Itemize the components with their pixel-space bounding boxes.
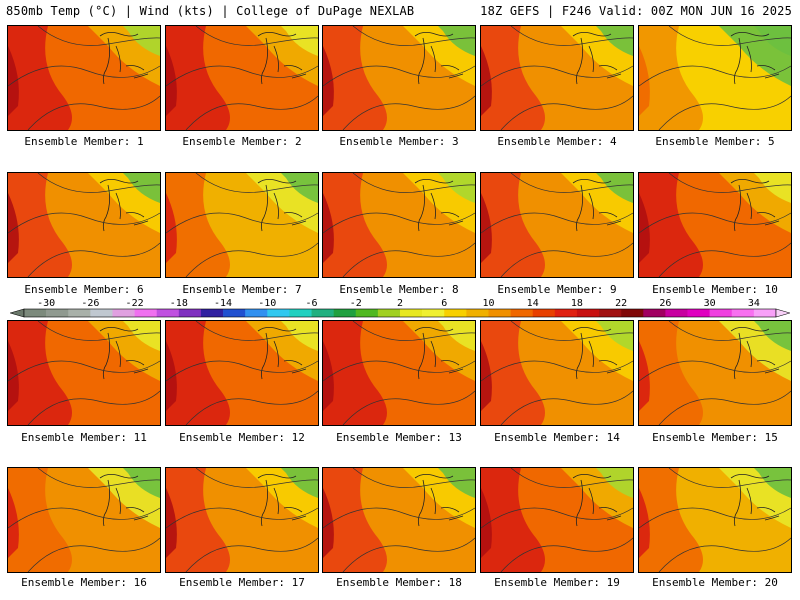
ensemble-member-label: Ensemble Member: 13 bbox=[336, 431, 462, 444]
colorbar-swatch bbox=[112, 309, 135, 317]
colorbar-swatch bbox=[488, 309, 511, 317]
ensemble-map-panel bbox=[165, 467, 319, 573]
ensemble-member-label: Ensemble Member: 20 bbox=[652, 576, 778, 589]
colorbar-swatch bbox=[621, 309, 644, 317]
colorbar-swatch bbox=[178, 309, 202, 317]
colorbar-tick-label: 34 bbox=[748, 298, 760, 309]
ensemble-map-panel bbox=[638, 172, 792, 278]
ensemble-map-panel bbox=[322, 25, 476, 131]
colorbar-swatch bbox=[643, 309, 666, 317]
ensemble-member-label: Ensemble Member: 12 bbox=[179, 431, 305, 444]
colorbar-swatch bbox=[554, 309, 578, 317]
ensemble-map-panel bbox=[638, 25, 792, 131]
colorbar-swatch bbox=[510, 309, 534, 317]
ensemble-member-label: Ensemble Member: 5 bbox=[655, 135, 775, 148]
colorbar-swatch bbox=[156, 309, 180, 317]
colorbar-swatch bbox=[444, 309, 467, 317]
ensemble-member-label: Ensemble Member: 18 bbox=[336, 576, 462, 589]
ensemble-member-label: Ensemble Member: 15 bbox=[652, 431, 778, 444]
colorbar-tick-label: 14 bbox=[527, 298, 539, 309]
colorbar-swatch bbox=[466, 309, 489, 317]
colorbar-swatch bbox=[532, 309, 556, 317]
ensemble-member-label: Ensemble Member: 7 bbox=[182, 283, 302, 296]
colorbar-swatch bbox=[731, 309, 755, 317]
colorbar-swatch bbox=[311, 309, 334, 317]
ensemble-member-label: Ensemble Member: 16 bbox=[21, 576, 147, 589]
temperature-colorbar: -30-26-22-18-14-10-6-2261014182226303438… bbox=[10, 298, 790, 318]
ensemble-map-panel bbox=[165, 25, 319, 131]
colorbar-tick-label: -2 bbox=[350, 298, 362, 309]
ensemble-map-panel bbox=[480, 25, 634, 131]
ensemble-member-label: Ensemble Member: 1 bbox=[24, 135, 144, 148]
colorbar-swatch bbox=[200, 309, 224, 317]
ensemble-member-label: Ensemble Member: 3 bbox=[339, 135, 459, 148]
ensemble-member-label: Ensemble Member: 4 bbox=[497, 135, 617, 148]
colorbar-tick-label: 18 bbox=[571, 298, 583, 309]
colorbar-swatch bbox=[355, 309, 379, 317]
ensemble-map-panel bbox=[480, 467, 634, 573]
colorbar-swatch bbox=[46, 309, 69, 317]
colorbar-tick-label: -18 bbox=[170, 298, 188, 309]
colorbar-swatch bbox=[709, 309, 733, 317]
colorbar-tick-label: 26 bbox=[659, 298, 671, 309]
colorbar-swatch bbox=[267, 309, 290, 317]
ensemble-map-panel bbox=[638, 320, 792, 426]
ensemble-map-panel bbox=[7, 467, 161, 573]
ensemble-member-label: Ensemble Member: 6 bbox=[24, 283, 144, 296]
colorbar-tick-label: -6 bbox=[306, 298, 318, 309]
colorbar-tick-label: -22 bbox=[126, 298, 144, 309]
ensemble-map-panel bbox=[322, 467, 476, 573]
ensemble-map-panel bbox=[322, 320, 476, 426]
colorbar-tick-label: 22 bbox=[615, 298, 627, 309]
colorbar-swatch bbox=[665, 309, 688, 317]
colorbar-tick-label: -10 bbox=[258, 298, 276, 309]
colorbar-swatch bbox=[753, 309, 777, 317]
colorbar-swatch bbox=[223, 309, 246, 317]
colorbar-swatch bbox=[422, 309, 445, 317]
colorbar-tick-label: 2 bbox=[397, 298, 403, 309]
colorbar-swatch bbox=[245, 309, 268, 317]
colorbar-swatch bbox=[687, 309, 710, 317]
ensemble-member-label: Ensemble Member: 10 bbox=[652, 283, 778, 296]
colorbar-swatch bbox=[134, 309, 158, 317]
colorbar-tick-label: 30 bbox=[704, 298, 716, 309]
colorbar-swatch bbox=[599, 309, 622, 317]
ensemble-map-panel bbox=[322, 172, 476, 278]
colorbar-tick-label: -14 bbox=[214, 298, 232, 309]
colorbar-tick-label: 10 bbox=[482, 298, 494, 309]
ensemble-member-label: Ensemble Member: 17 bbox=[179, 576, 305, 589]
colorbar-tick-label: 6 bbox=[441, 298, 447, 309]
colorbar-tick-label: -26 bbox=[81, 298, 99, 309]
ensemble-member-label: Ensemble Member: 8 bbox=[339, 283, 459, 296]
ensemble-member-label: Ensemble Member: 2 bbox=[182, 135, 302, 148]
colorbar-swatch bbox=[333, 309, 357, 317]
ensemble-member-label: Ensemble Member: 14 bbox=[494, 431, 620, 444]
ensemble-map-panel bbox=[165, 320, 319, 426]
colorbar-swatch bbox=[24, 309, 47, 317]
colorbar-swatch bbox=[68, 309, 91, 317]
ensemble-member-label: Ensemble Member: 11 bbox=[21, 431, 147, 444]
ensemble-map-panel bbox=[7, 320, 161, 426]
colorbar-swatch bbox=[576, 309, 600, 317]
ensemble-map-panel bbox=[480, 320, 634, 426]
ensemble-map-panel bbox=[165, 172, 319, 278]
ensemble-member-label: Ensemble Member: 9 bbox=[497, 283, 617, 296]
ensemble-map-panel bbox=[638, 467, 792, 573]
header-valid-time: 18Z GEFS | F246 Valid: 00Z MON JUN 16 20… bbox=[480, 4, 792, 18]
ensemble-map-panel bbox=[480, 172, 634, 278]
ensemble-map-panel bbox=[7, 172, 161, 278]
header-title: 850mb Temp (°C) | Wind (kts) | College o… bbox=[6, 4, 415, 18]
colorbar-swatch bbox=[90, 309, 113, 317]
ensemble-map-panel bbox=[7, 25, 161, 131]
colorbar-swatch bbox=[377, 309, 401, 317]
colorbar-swatch bbox=[400, 309, 423, 317]
colorbar-swatch bbox=[289, 309, 312, 317]
ensemble-member-label: Ensemble Member: 19 bbox=[494, 576, 620, 589]
colorbar-tick-label: -30 bbox=[37, 298, 55, 309]
